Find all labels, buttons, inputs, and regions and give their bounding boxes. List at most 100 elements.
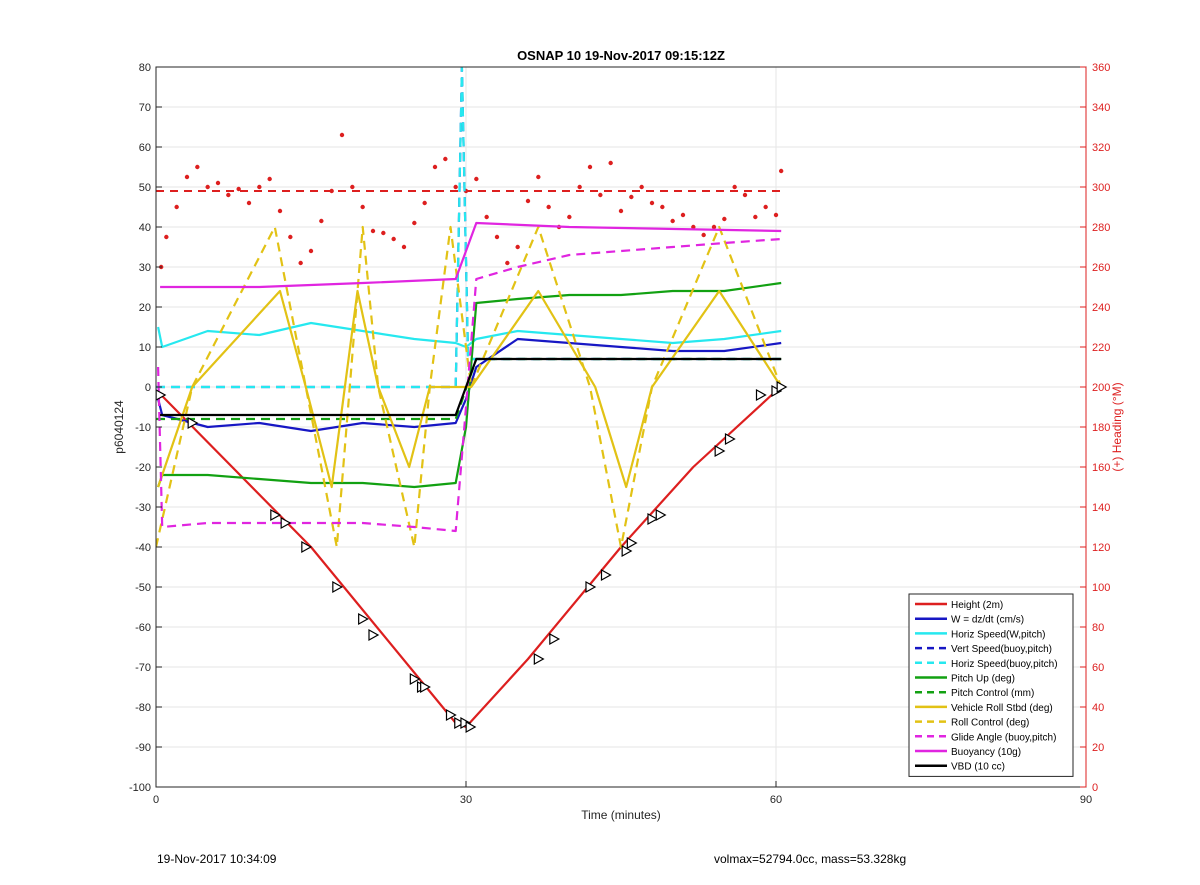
- heading-point: [670, 218, 675, 224]
- heading-point: [494, 234, 500, 240]
- heading-point: [412, 220, 417, 226]
- height-marker: [409, 672, 421, 686]
- heading-point: [257, 184, 262, 190]
- height-marker: [460, 716, 472, 730]
- height-marker: [368, 628, 380, 642]
- plot-area: [156, 67, 788, 734]
- heading-point: [639, 184, 644, 190]
- heading-point: [350, 184, 355, 190]
- series-line-11: [160, 357, 782, 417]
- y-tick-left-label: -10: [135, 422, 151, 434]
- y-axis-right-label: (+) Heading (°M): [1110, 382, 1124, 471]
- heading-point: [381, 230, 386, 236]
- heading-point: [598, 192, 603, 198]
- heading-point: [391, 236, 396, 242]
- footer-timestamp: 19-Nov-2017 10:34:09: [157, 852, 277, 866]
- heading-point: [484, 214, 489, 220]
- heading-point: [246, 200, 252, 206]
- heading-point: [370, 228, 376, 234]
- heading-point: [226, 192, 231, 198]
- footer-volmax-mass: volmax=52794.0cc, mass=53.328kg: [714, 852, 907, 866]
- series-line-8: [156, 225, 783, 549]
- y-tick-right-label: 280: [1092, 222, 1110, 234]
- heading-point: [701, 232, 706, 238]
- height-marker: [445, 708, 457, 722]
- series-line-1: [157, 337, 782, 433]
- heading-point: [432, 164, 438, 170]
- y-tick-right-label: 340: [1092, 102, 1110, 114]
- heading-point: [773, 212, 779, 218]
- y-tick-left-label: 10: [139, 342, 151, 354]
- y-tick-left-label: -90: [135, 742, 151, 754]
- series-line-9: [157, 237, 782, 533]
- heading-point: [453, 184, 458, 190]
- y-tick-right-label: 220: [1092, 342, 1110, 354]
- y-tick-left-label: -40: [135, 542, 151, 554]
- height-marker: [358, 612, 369, 626]
- y-tick-right-label: 180: [1092, 422, 1110, 434]
- height-marker: [585, 580, 597, 594]
- heading-point: [360, 204, 365, 210]
- x-tick-label: 60: [770, 794, 782, 806]
- x-tick-label: 0: [153, 794, 159, 806]
- heading-point: [763, 204, 768, 210]
- height-marker: [776, 380, 788, 394]
- y-tick-left-label: 0: [145, 382, 151, 394]
- y-axis-left-label: p6040124: [112, 400, 126, 454]
- height-marker: [549, 632, 561, 646]
- heading-point: [546, 204, 551, 210]
- heading-point: [474, 176, 479, 182]
- y-tick-right-label: 300: [1092, 182, 1110, 194]
- series-line-10: [160, 221, 782, 289]
- heading-point: [205, 184, 210, 190]
- legend-box: [908, 593, 1074, 777]
- y-tick-right-label: 100: [1092, 582, 1110, 594]
- heading-point: [515, 244, 520, 250]
- height-marker: [420, 680, 431, 694]
- legend-label: Buoyancy (10g): [951, 747, 1021, 758]
- y-tick-right-label: 240: [1092, 302, 1110, 314]
- heading-point: [608, 160, 613, 166]
- legend-label: Height (2m): [951, 600, 1003, 611]
- heading-point: [732, 184, 737, 190]
- x-tick-label: 90: [1080, 794, 1092, 806]
- heading-point: [308, 248, 314, 254]
- y-tick-left-label: -30: [135, 502, 151, 514]
- y-tick-right-label: 120: [1092, 542, 1110, 554]
- heading-point: [567, 214, 572, 220]
- series-line-5: [157, 281, 782, 489]
- heading-point: [443, 156, 448, 162]
- height-marker: [655, 508, 667, 522]
- heading-point: [267, 176, 272, 182]
- heading-point: [319, 218, 324, 224]
- heading-point: [722, 216, 727, 222]
- y-tick-right-label: 60: [1092, 662, 1104, 674]
- heading-point: [753, 214, 758, 220]
- heading-point: [778, 168, 784, 174]
- heading-point: [339, 132, 345, 138]
- legend-label: Roll Control (deg): [951, 718, 1029, 729]
- height-marker: [301, 540, 313, 554]
- y-tick-right-label: 20: [1092, 742, 1104, 754]
- height-marker: [714, 444, 726, 458]
- height-marker: [621, 544, 633, 558]
- legend-label: VBD (10 cc): [951, 762, 1005, 773]
- height-marker: [270, 508, 282, 522]
- heading-point: [536, 174, 541, 180]
- y-tick-left-label: -80: [135, 702, 151, 714]
- heading-point: [649, 200, 655, 206]
- heading-point: [742, 192, 748, 198]
- y-tick-left-label: -60: [135, 622, 151, 634]
- legend-label: Glide Angle (buoy,pitch): [951, 732, 1056, 743]
- legend-label: Vert Speed(buoy,pitch): [951, 644, 1052, 655]
- legend-label: Pitch Up (deg): [951, 674, 1015, 685]
- y-tick-right-label: 360: [1092, 62, 1110, 74]
- heading-point: [680, 212, 686, 218]
- heading-point: [277, 208, 283, 214]
- y-tick-left-label: 50: [139, 182, 151, 194]
- legend-label: Horiz Speed(buoy,pitch): [951, 659, 1058, 670]
- heading-point: [288, 234, 293, 240]
- heading-point: [691, 224, 696, 230]
- height-marker: [724, 432, 736, 446]
- y-tick-right-label: 260: [1092, 262, 1110, 274]
